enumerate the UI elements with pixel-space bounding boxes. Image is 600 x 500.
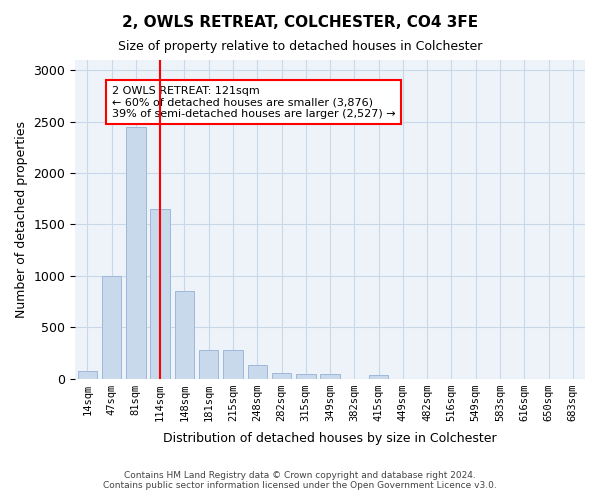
Y-axis label: Number of detached properties: Number of detached properties [15, 121, 28, 318]
Bar [296, 374, 316, 378]
X-axis label: Distribution of detached houses by size in Colchester: Distribution of detached houses by size … [163, 432, 497, 445]
Bar [77, 371, 97, 378]
Bar [272, 374, 291, 378]
Bar [223, 350, 242, 378]
Bar [369, 376, 388, 378]
Bar [126, 127, 146, 378]
Bar [199, 350, 218, 378]
Text: Contains HM Land Registry data © Crown copyright and database right 2024.
Contai: Contains HM Land Registry data © Crown c… [103, 470, 497, 490]
Text: 2, OWLS RETREAT, COLCHESTER, CO4 3FE: 2, OWLS RETREAT, COLCHESTER, CO4 3FE [122, 15, 478, 30]
Bar [175, 291, 194, 378]
Bar [320, 374, 340, 378]
Text: 2 OWLS RETREAT: 121sqm
← 60% of detached houses are smaller (3,876)
39% of semi-: 2 OWLS RETREAT: 121sqm ← 60% of detached… [112, 86, 395, 119]
Text: Size of property relative to detached houses in Colchester: Size of property relative to detached ho… [118, 40, 482, 53]
Bar [102, 276, 121, 378]
Bar [248, 365, 267, 378]
Bar [151, 209, 170, 378]
